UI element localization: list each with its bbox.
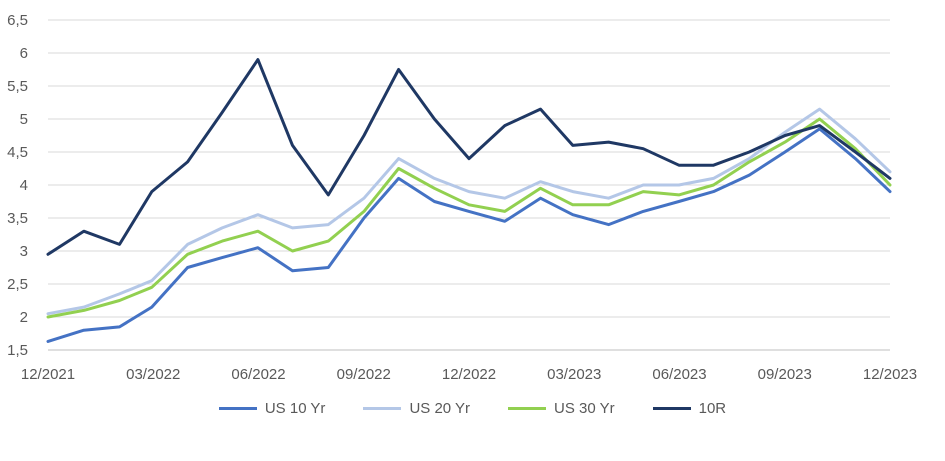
y-tick-label: 5 — [20, 111, 28, 128]
x-tick-label: 03/2022 — [126, 366, 180, 383]
y-tick-label: 5,5 — [7, 78, 28, 95]
legend-item: 10R — [652, 400, 727, 417]
legend-label: US 20 Yr — [409, 400, 471, 417]
legend-swatch — [508, 407, 547, 410]
series-line-us-10-yr — [46, 127, 892, 343]
y-tick-label: 4 — [20, 177, 28, 194]
x-tick-label: 12/2023 — [863, 366, 917, 383]
y-tick-label: 3 — [20, 243, 28, 260]
y-tick-label: 6,5 — [7, 12, 28, 29]
gridlines — [48, 19, 890, 351]
legend-item: US 30 Yr — [508, 400, 615, 417]
y-tick-label: 1,5 — [7, 342, 28, 359]
x-axis: 12/2021 03/2022 06/2022 09/2022 12/2022 03/20… — [21, 349, 917, 383]
legend-label: US 10 Yr — [264, 400, 326, 417]
y-tick-label: 4,5 — [7, 144, 28, 161]
series-line-us-30-yr — [46, 117, 892, 319]
x-tick-label: 12/2021 — [21, 366, 75, 383]
legend-swatch — [218, 407, 257, 410]
legend-label: 10R — [698, 400, 727, 417]
legend-swatch — [652, 407, 691, 410]
x-tick-label: 06/2022 — [231, 366, 285, 383]
legend-item: US 20 Yr — [363, 400, 470, 417]
y-tick-label: 2 — [20, 309, 28, 326]
x-tick-label: 09/2022 — [337, 366, 391, 383]
x-tick-label: 12/2022 — [442, 366, 496, 383]
x-tick-label: 03/2023 — [547, 366, 601, 383]
line-chart: 1,5 2 2,5 3 3,5 4 4,5 5 5,5 6 6,5 12/2021 03/2022 06… — [7, 12, 917, 383]
y-tick-label: 6 — [20, 45, 28, 62]
x-tick-label: 06/2023 — [652, 366, 706, 383]
legend-item: US 10 Yr — [218, 400, 326, 417]
legend-swatch — [363, 407, 402, 410]
series-line-10r — [46, 58, 892, 256]
y-axis: 1,5 2 2,5 3 3,5 4 4,5 5 5,5 6 6,5 — [7, 12, 28, 359]
x-tick-label: 09/2023 — [758, 366, 812, 383]
legend: US 10 Yr US 20 Yr US 30 Yr 10R — [0, 400, 945, 417]
legend-label: US 30 Yr — [554, 400, 615, 417]
series-layer — [46, 58, 892, 343]
y-tick-label: 2,5 — [7, 276, 28, 293]
series-line-us-20-yr — [46, 107, 892, 316]
y-tick-label: 3,5 — [7, 210, 28, 227]
